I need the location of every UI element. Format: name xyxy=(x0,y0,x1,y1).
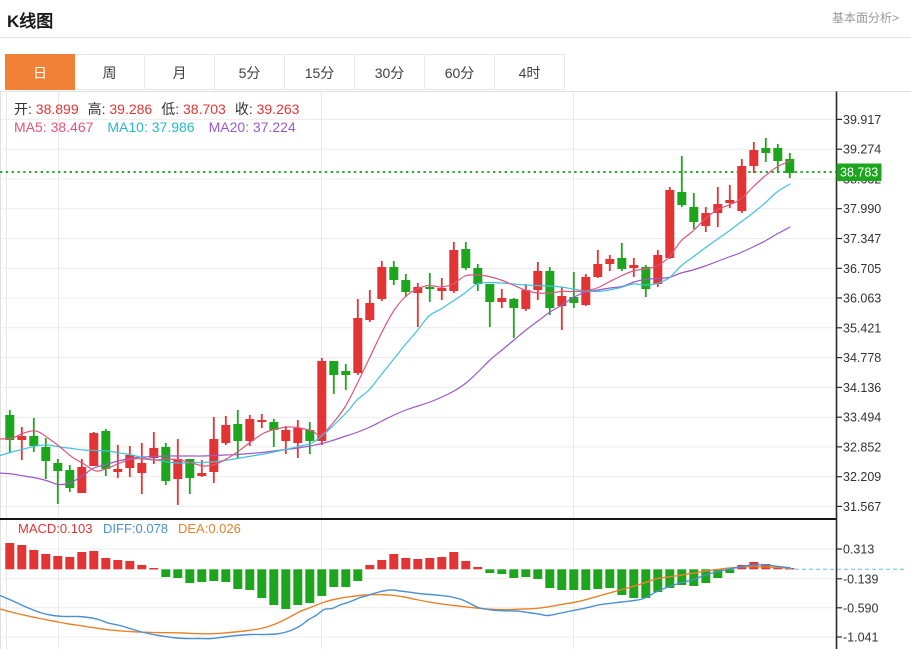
svg-text:34.136: 34.136 xyxy=(843,381,881,395)
svg-text:37.347: 37.347 xyxy=(843,232,881,246)
svg-text:DIFF:0.078: DIFF:0.078 xyxy=(103,521,168,536)
svg-text:38.783: 38.783 xyxy=(840,166,878,180)
svg-text:32.209: 32.209 xyxy=(843,470,881,484)
svg-text:34.778: 34.778 xyxy=(843,351,881,365)
svg-text:36.705: 36.705 xyxy=(843,262,881,276)
svg-text:32.852: 32.852 xyxy=(843,440,881,454)
svg-text:-0.139: -0.139 xyxy=(843,572,878,586)
svg-text:39.917: 39.917 xyxy=(843,113,881,127)
svg-text:31.567: 31.567 xyxy=(843,500,881,514)
svg-text:39.274: 39.274 xyxy=(843,143,881,157)
svg-text:0.313: 0.313 xyxy=(843,543,874,557)
svg-text:33.494: 33.494 xyxy=(843,411,881,425)
svg-text:MACD:0.103: MACD:0.103 xyxy=(18,521,92,536)
svg-text:35.421: 35.421 xyxy=(843,321,881,335)
svg-text:-0.590: -0.590 xyxy=(843,601,878,615)
svg-text:37.990: 37.990 xyxy=(843,202,881,216)
svg-text:DEA:0.026: DEA:0.026 xyxy=(178,521,241,536)
svg-text:36.063: 36.063 xyxy=(843,292,881,306)
svg-text:-1.041: -1.041 xyxy=(843,631,878,645)
